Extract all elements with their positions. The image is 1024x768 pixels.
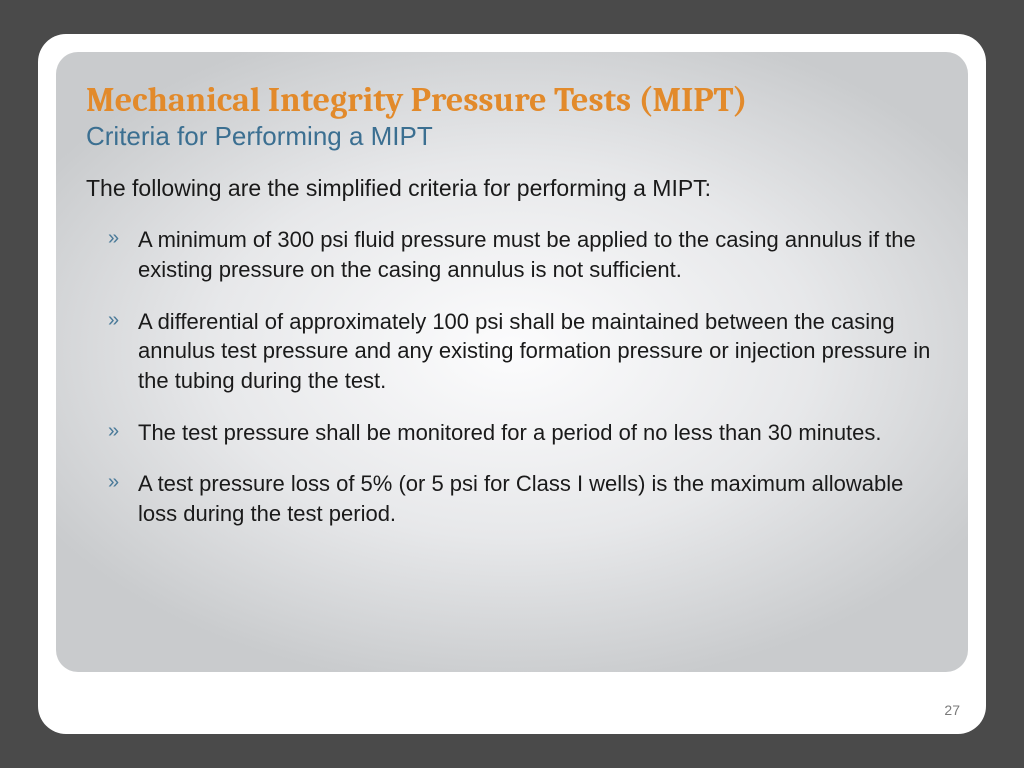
page-number: 27 bbox=[944, 702, 960, 718]
list-item: A test pressure loss of 5% (or 5 psi for… bbox=[114, 469, 938, 528]
intro-text: The following are the simplified criteri… bbox=[86, 174, 938, 203]
list-item: A minimum of 300 psi fluid pressure must… bbox=[114, 225, 938, 284]
slide-subtitle: Criteria for Performing a MIPT bbox=[86, 121, 938, 152]
list-item: The test pressure shall be monitored for… bbox=[114, 418, 938, 448]
slide-title: Mechanical Integrity Pressure Tests (MIP… bbox=[86, 82, 938, 119]
content-panel: Mechanical Integrity Pressure Tests (MIP… bbox=[56, 52, 968, 672]
list-item: A differential of approximately 100 psi … bbox=[114, 307, 938, 396]
slide-card: Mechanical Integrity Pressure Tests (MIP… bbox=[38, 34, 986, 734]
bullet-list: A minimum of 300 psi fluid pressure must… bbox=[86, 225, 938, 529]
